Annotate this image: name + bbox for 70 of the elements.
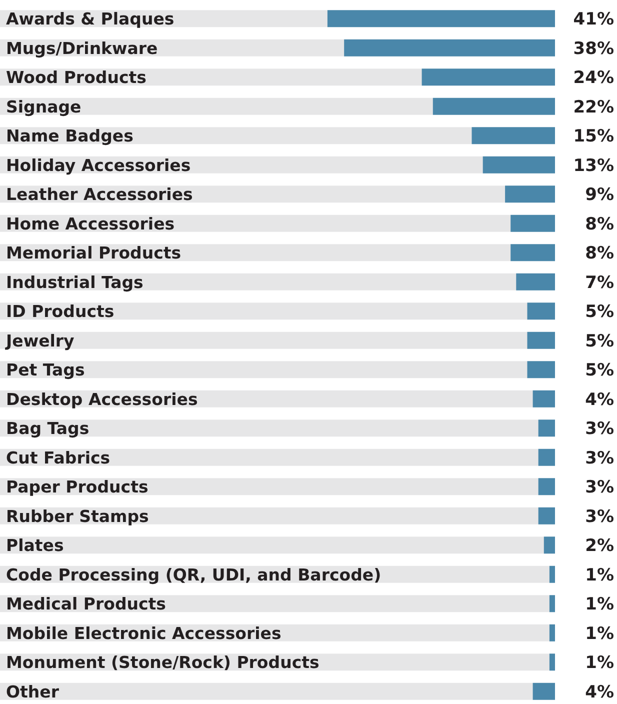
data-label: 8% xyxy=(585,244,614,264)
y-tick-label: Jewelry xyxy=(5,331,75,350)
data-label: 1% xyxy=(585,653,614,674)
y-tick-label: Signage xyxy=(6,97,82,116)
bar xyxy=(538,478,555,496)
bar xyxy=(482,156,555,174)
data-label: 1% xyxy=(585,565,614,586)
bar xyxy=(527,332,555,349)
data-label: 13% xyxy=(573,156,614,176)
bar xyxy=(472,127,555,144)
data-label: 15% xyxy=(573,126,614,147)
bar xyxy=(538,507,555,524)
bar xyxy=(538,420,555,437)
bar xyxy=(549,566,555,583)
y-tick-label: Paper Products xyxy=(6,478,148,497)
bar xyxy=(516,273,555,290)
data-label: 5% xyxy=(585,331,614,352)
data-label: 5% xyxy=(585,360,614,381)
y-tick-label: Home Accessories xyxy=(6,214,175,234)
y-tick-label: Memorial Products xyxy=(6,244,182,263)
y-tick-label: Other xyxy=(6,682,60,702)
data-label: 5% xyxy=(585,302,614,322)
bar xyxy=(510,214,555,232)
y-tick-label: Rubber Stamps xyxy=(6,506,150,526)
bar xyxy=(544,536,555,554)
bar xyxy=(527,361,555,378)
bar xyxy=(532,682,555,700)
data-label: 7% xyxy=(585,272,614,293)
data-label: 3% xyxy=(585,478,614,498)
data-label: 41% xyxy=(573,10,614,30)
bar xyxy=(510,244,555,262)
y-tick-label: Pet Tags xyxy=(6,360,85,380)
y-tick-label: Wood Products xyxy=(6,68,147,88)
data-label: 8% xyxy=(585,214,614,234)
y-tick-label: Mugs/Drinkware xyxy=(6,38,158,58)
data-label: 9% xyxy=(585,185,614,206)
y-tick-label: Plates xyxy=(6,536,64,556)
bar xyxy=(422,68,555,86)
y-tick-label: Cut Fabrics xyxy=(6,448,110,468)
data-label: 24% xyxy=(573,68,614,88)
data-label: 38% xyxy=(573,38,614,59)
bar xyxy=(549,595,555,612)
y-tick-label: Monument (Stone/Rock) Products xyxy=(6,653,320,672)
y-tick-label: Medical Products xyxy=(6,594,166,614)
bar xyxy=(505,186,555,203)
y-tick-label: Leather Accessories xyxy=(6,185,194,204)
y-tick-label: Mobile Electronic Accessories xyxy=(6,624,282,643)
data-label: 3% xyxy=(585,506,614,527)
data-label: 3% xyxy=(585,448,614,468)
data-label: 22% xyxy=(573,97,614,118)
y-tick-label: Industrial Tags xyxy=(6,272,144,292)
bar xyxy=(432,98,555,115)
data-label: 2% xyxy=(585,536,614,556)
data-label: 3% xyxy=(585,419,614,440)
y-tick-label: Name Badges xyxy=(6,126,134,146)
y-tick-label: Bag Tags xyxy=(6,419,90,438)
bar xyxy=(527,302,555,320)
data-label: 4% xyxy=(585,390,614,410)
bar xyxy=(549,654,555,671)
data-label: 1% xyxy=(585,624,614,644)
y-tick-label: Desktop Accessories xyxy=(6,390,198,409)
data-label: 1% xyxy=(585,594,614,615)
y-tick-label: ID Products xyxy=(6,302,114,322)
y-tick-label: Awards & Plaques xyxy=(6,10,174,29)
y-tick-label: Code Processing (QR, UDI, and Barcode) xyxy=(6,565,382,584)
bar xyxy=(532,390,555,408)
data-label: 4% xyxy=(585,682,614,702)
bar xyxy=(549,624,555,642)
y-tick-label: Holiday Accessories xyxy=(6,156,191,175)
bar xyxy=(538,448,555,466)
